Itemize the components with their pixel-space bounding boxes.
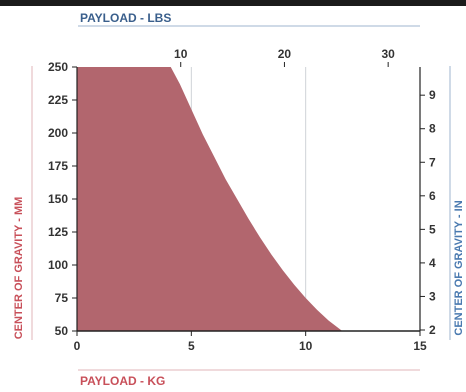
top-bar (0, 0, 466, 6)
y-mm-tick-label: 150 (48, 192, 68, 206)
bottom-axis-title: PAYLOAD - KG (80, 374, 165, 388)
x-kg-tick-label: 15 (413, 339, 427, 353)
x-kg-tick-label: 10 (299, 339, 313, 353)
y-mm-tick-label: 50 (55, 324, 69, 338)
x-kg-tick-label: 0 (74, 339, 81, 353)
x-lbs-tick-label: 10 (174, 47, 188, 61)
y-mm-tick-label: 175 (48, 159, 68, 173)
left-axis-title: CENTER OF GRAVITY - MM (13, 197, 25, 340)
y-mm-tick-label: 75 (55, 291, 69, 305)
y-mm-tick-label: 200 (48, 126, 68, 140)
top-axis-title: PAYLOAD - LBS (80, 11, 171, 25)
y-mm-tick-label: 250 (48, 60, 68, 74)
y-in-tick-label: 6 (429, 189, 436, 203)
x-lbs-tick-label: 20 (278, 47, 292, 61)
y-in-tick-label: 4 (429, 256, 436, 270)
y-mm-tick-label: 225 (48, 93, 68, 107)
right-axis-title: CENTER OF GRAVITY - IN (453, 200, 465, 335)
x-kg-tick-label: 5 (188, 339, 195, 353)
y-in-tick-label: 7 (429, 155, 436, 169)
y-in-tick-label: 3 (429, 289, 436, 303)
y-in-tick-label: 5 (429, 222, 436, 236)
y-mm-tick-label: 100 (48, 258, 68, 272)
payload-area (77, 67, 343, 331)
y-in-tick-label: 8 (429, 122, 436, 136)
x-lbs-tick-label: 30 (381, 47, 395, 61)
y-in-tick-label: 9 (429, 88, 436, 102)
y-in-tick-label: 2 (429, 323, 436, 337)
y-mm-tick-label: 125 (48, 225, 68, 239)
